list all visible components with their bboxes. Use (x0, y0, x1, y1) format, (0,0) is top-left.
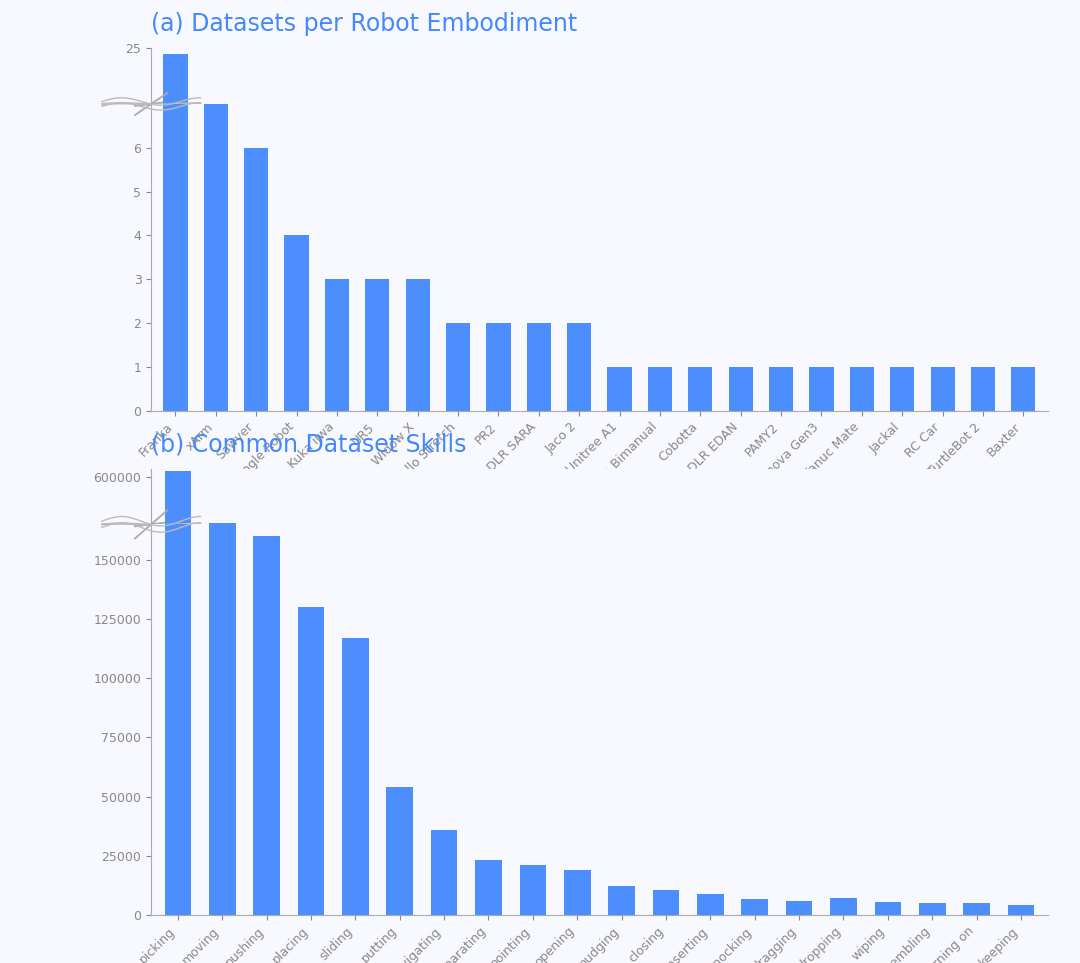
Bar (298, 528, 324, 542)
Bar (298, 608, 324, 915)
Bar (519, 540, 546, 542)
Bar (284, 114, 309, 125)
Bar (342, 638, 368, 915)
Text: (b) Common Dataset Skills: (b) Common Dataset Skills (151, 433, 467, 456)
Bar (729, 122, 753, 125)
Bar (486, 119, 511, 125)
Bar (648, 122, 672, 125)
Text: (a) Datasets per Robot Embodiment: (a) Datasets per Robot Embodiment (151, 13, 578, 37)
Bar (519, 865, 546, 915)
Bar (164, 471, 191, 542)
Bar (786, 900, 812, 915)
Bar (652, 541, 679, 542)
Bar (325, 279, 349, 411)
Bar (608, 541, 635, 542)
Bar (1011, 367, 1036, 411)
Bar (325, 117, 349, 125)
Bar (688, 122, 713, 125)
Bar (919, 903, 945, 915)
Bar (475, 860, 502, 915)
Bar (890, 367, 915, 411)
Bar (875, 901, 901, 915)
Bar (527, 119, 551, 125)
Bar (809, 367, 834, 411)
Bar (931, 367, 955, 411)
Bar (652, 890, 679, 915)
Bar (365, 279, 390, 411)
Bar (697, 541, 724, 542)
Bar (244, 107, 268, 125)
Bar (163, 54, 188, 125)
Bar (607, 122, 632, 125)
Bar (567, 324, 592, 411)
Bar (809, 122, 834, 125)
Bar (729, 367, 753, 411)
Bar (963, 903, 990, 915)
Bar (204, 104, 228, 411)
Bar (446, 119, 470, 125)
Bar (284, 235, 309, 411)
Bar (769, 367, 793, 411)
Bar (431, 538, 458, 542)
Bar (254, 525, 280, 542)
Bar (406, 117, 430, 125)
Bar (486, 324, 511, 411)
Bar (564, 870, 591, 915)
Bar (254, 536, 280, 915)
Bar (769, 122, 793, 125)
Bar (741, 899, 768, 915)
Bar (342, 530, 368, 542)
Bar (406, 279, 430, 411)
Bar (648, 367, 672, 411)
Bar (607, 367, 632, 411)
Bar (387, 536, 413, 542)
Bar (163, 0, 188, 411)
Bar (446, 324, 470, 411)
Bar (244, 147, 268, 411)
Bar (1008, 905, 1035, 915)
Bar (971, 367, 995, 411)
Bar (208, 523, 235, 542)
Bar (475, 539, 502, 542)
Bar (204, 104, 228, 125)
Bar (697, 894, 724, 915)
Bar (564, 540, 591, 542)
Bar (850, 367, 874, 411)
Bar (387, 787, 413, 915)
Bar (890, 122, 915, 125)
Bar (527, 324, 551, 411)
Bar (567, 119, 592, 125)
Bar (164, 0, 191, 915)
Bar (431, 830, 458, 915)
Bar (831, 898, 856, 915)
Bar (608, 887, 635, 915)
Bar (931, 122, 955, 125)
Bar (365, 117, 390, 125)
Bar (850, 122, 874, 125)
Bar (1011, 122, 1036, 125)
Bar (208, 501, 235, 915)
Bar (971, 122, 995, 125)
Bar (688, 367, 713, 411)
